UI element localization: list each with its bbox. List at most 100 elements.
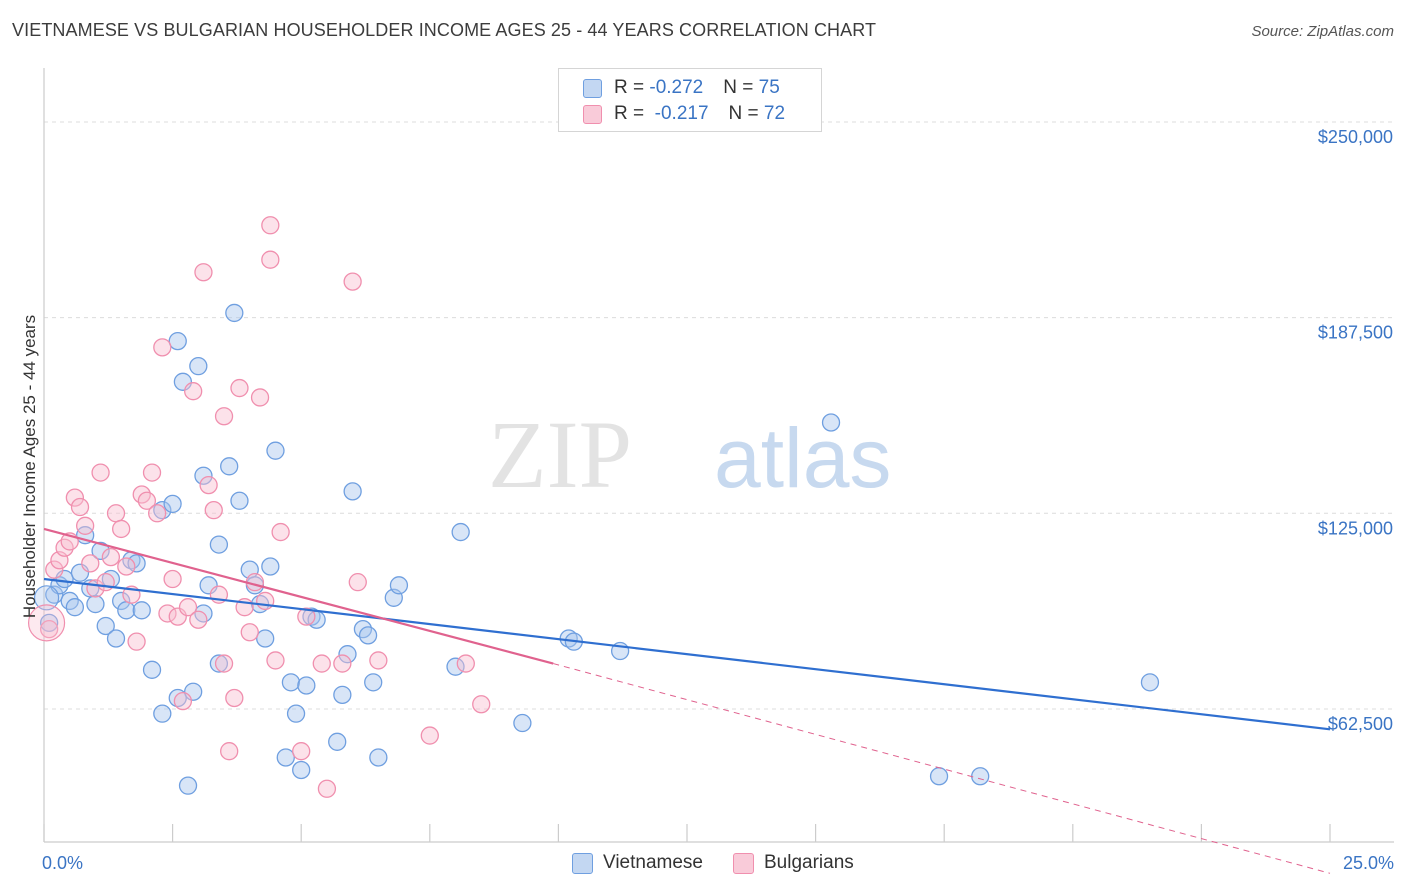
bulgarian-point [230,378,249,398]
bulgarian-point [39,619,59,639]
legend-n-value: 75 [758,77,780,98]
vietnamese-point [91,541,110,561]
vietnamese-point [297,676,316,695]
vietnamese-points [33,303,1160,795]
y-tick-label: $62,500 [1328,714,1393,734]
vietnamese-point [96,616,115,636]
vietnamese-point [86,594,105,614]
y-axis-label: Householder Income Ages 25 - 44 years [20,315,39,618]
bulgarian-point [137,491,157,510]
y-tick-label: $250,000 [1318,127,1393,147]
bulgarian-point [214,407,234,426]
trend-lines [43,527,1331,874]
vietnamese-point [168,331,187,351]
legend-r-value: -0.272 [649,77,704,98]
bulgarian-point [27,604,66,642]
vietnamese-point [821,413,841,432]
vietnamese-point [343,482,362,501]
bulgarian-point [312,654,331,673]
bulgarian-point [91,463,110,482]
bulgarians-swatch [583,104,602,124]
vietnamese-point [929,767,949,786]
legend-r-label: R = [614,77,650,98]
bulgarian-point [189,610,208,629]
bulgarian-point [178,598,198,617]
legend-row-vietnamese: R = -0.272 N = 75 [583,75,780,101]
bulgarian-trend-line [43,527,554,665]
vietnamese-point [328,732,347,751]
vietnamese-point [178,776,198,795]
legend-item-vietnamese[interactable]: Vietnamese [572,852,703,874]
axes [43,68,1394,843]
vietnamese-point [209,535,229,554]
vietnamese-point [286,704,306,723]
vietnamese-point [189,356,208,376]
bulgarian-point [81,554,100,573]
legend-label-vietnamese: Vietnamese [603,852,703,873]
vietnamese-legend-swatch [572,852,593,874]
bulgarian-points [27,216,491,798]
vietnamese-point [364,673,383,692]
bulgarian-point [420,726,439,745]
vietnamese-point [389,576,409,595]
legend-label-bulgarians: Bulgarians [764,852,854,873]
bulgarian-point [225,688,244,708]
watermark-zip: ZIP [488,401,632,508]
bulgarian-point [317,779,337,798]
x-tick-label: 0.0% [42,853,83,873]
vietnamese-point [1140,673,1160,692]
bulgarian-point [214,654,234,673]
bulgarian-point [199,475,218,495]
vietnamese-trend-line [43,577,1331,731]
vietnamese-point [261,557,280,576]
vietnamese-point [302,607,321,626]
bulgarian-point [45,560,64,579]
vietnamese-point [971,767,990,786]
vietnamese-point [266,441,285,460]
bulgarian-point [194,263,213,282]
legend-item-bulgarians[interactable]: Bulgarians [733,852,854,874]
legend-n-value: 72 [763,103,786,124]
vietnamese-point [209,654,229,673]
vietnamese-point [153,704,172,723]
vietnamese-point [168,688,187,708]
bulgarian-point [256,591,275,611]
vietnamese-point [127,554,146,573]
bulgarian-point [112,519,131,539]
legend-r-label: R = [614,103,650,124]
vietnamese-point [142,660,162,679]
chart-title: VIETNAMESE VS BULGARIAN HOUSEHOLDER INCO… [12,20,877,40]
vietnamese-point [338,645,357,664]
vietnamese-point [112,591,131,611]
bulgarian-point [348,573,367,592]
vietnamese-point [163,494,182,514]
legend-n-label: N = [723,77,759,98]
bulgarian-point [456,654,475,673]
bulgarian-point [70,497,90,517]
vietnamese-point [117,601,136,620]
bulgarian-point [101,547,121,567]
bulgarian-point [153,338,172,357]
vietnamese-point [281,673,301,692]
bulgarian-point [292,742,311,761]
bulgarian-point [158,604,177,623]
vietnamese-point [256,629,275,648]
legend-r-value: -0.217 [649,103,709,124]
bulgarian-point [333,654,352,673]
vietnamese-point [446,657,465,676]
watermark: ZIP atlas [488,401,891,508]
vietnamese-swatch [583,78,602,98]
bulgarian-point [220,742,239,761]
bulgarian-point [106,504,126,523]
legend-n-label: N = [728,103,764,124]
bulgarian-point [142,463,162,482]
vietnamese-point [230,491,249,510]
bulgarian-point [204,501,223,520]
vietnamese-point [153,501,172,520]
vietnamese-point [65,598,85,617]
bulgarian-point [240,623,259,642]
vietnamese-point [39,613,59,633]
bulgarian-point [271,522,290,542]
vietnamese-point [292,760,311,780]
